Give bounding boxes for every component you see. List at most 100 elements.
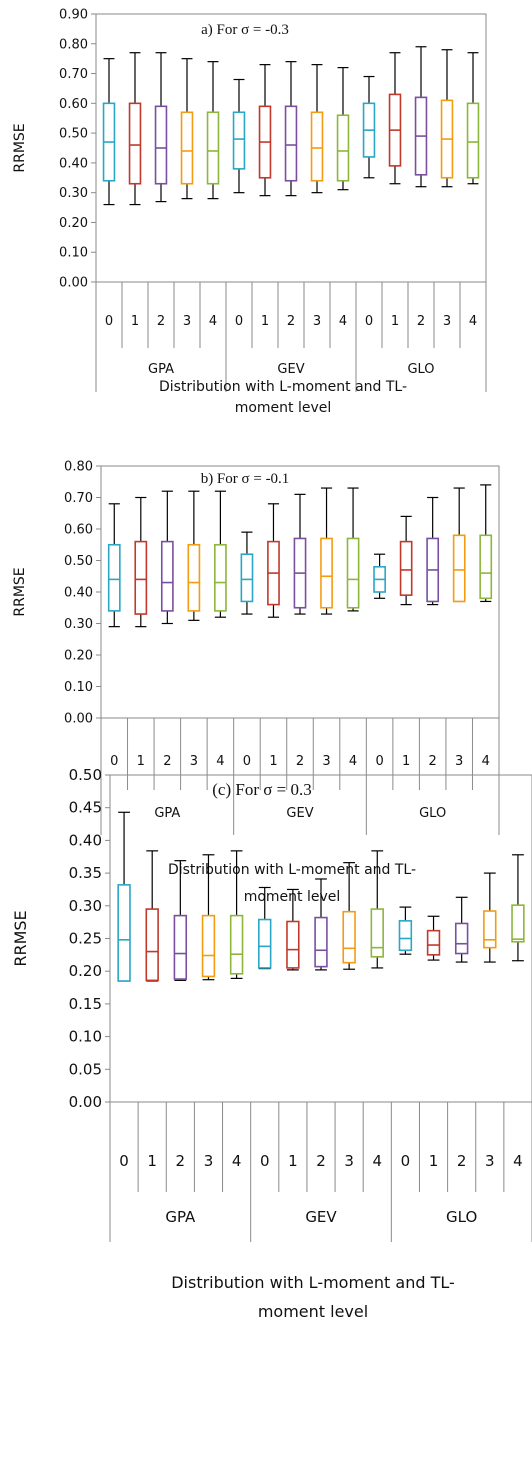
chart-title: a) For σ = -0.3 bbox=[201, 22, 289, 38]
y-axis-title: RRMSE bbox=[11, 910, 30, 966]
iqr-box bbox=[173, 914, 188, 980]
box-GLO-3 bbox=[483, 872, 497, 963]
box-GPA-0 bbox=[102, 58, 116, 206]
level-label: 4 bbox=[349, 754, 357, 769]
level-label: 3 bbox=[204, 1152, 214, 1170]
group-label: GPA bbox=[165, 1208, 196, 1226]
level-label: 3 bbox=[322, 754, 330, 769]
iqr-box bbox=[232, 111, 246, 170]
iqr-box bbox=[117, 884, 131, 982]
iqr-box bbox=[398, 920, 413, 952]
box-GEV-3 bbox=[310, 64, 324, 194]
box-GPA-3 bbox=[187, 490, 201, 621]
iqr-box bbox=[134, 540, 148, 615]
box-GPA-4 bbox=[229, 850, 244, 979]
y-tick-label: 0.30 bbox=[59, 186, 88, 201]
level-label: 2 bbox=[176, 1152, 186, 1170]
x-axis-title-line2: moment level bbox=[258, 1302, 368, 1321]
iqr-box bbox=[336, 114, 350, 182]
level-label: 1 bbox=[429, 1152, 439, 1170]
iqr-box bbox=[426, 929, 441, 956]
level-label: 2 bbox=[429, 754, 437, 769]
iqr-box bbox=[180, 111, 194, 185]
level-label: 3 bbox=[443, 314, 451, 329]
y-tick-label: 0.40 bbox=[59, 156, 88, 171]
box-GEV-1 bbox=[258, 64, 272, 197]
box-GLO-3 bbox=[440, 49, 454, 188]
y-tick-label: 0.10 bbox=[59, 246, 88, 261]
box-GPA-4 bbox=[206, 61, 220, 200]
box-GLO-0 bbox=[398, 906, 413, 955]
y-tick-label: 0.25 bbox=[69, 930, 102, 948]
y-axis-title: RRMSE bbox=[12, 123, 28, 172]
y-tick-label: 0.10 bbox=[64, 680, 93, 695]
box-GPA-1 bbox=[128, 52, 142, 206]
group-label: GEV bbox=[305, 1208, 337, 1226]
box-GPA-2 bbox=[173, 860, 188, 981]
level-label: 0 bbox=[110, 754, 118, 769]
group-label: GEV bbox=[277, 362, 304, 377]
iqr-box bbox=[346, 537, 360, 609]
y-tick-label: 0.40 bbox=[64, 586, 93, 601]
level-label: 4 bbox=[209, 314, 217, 329]
group-label: GEV bbox=[286, 806, 313, 821]
iqr-box bbox=[466, 102, 480, 179]
box-GEV-0 bbox=[240, 531, 254, 615]
y-tick-label: 0.60 bbox=[64, 523, 93, 538]
box-GEV-3 bbox=[342, 862, 356, 970]
plot-frame bbox=[95, 13, 487, 283]
iqr-box bbox=[399, 540, 413, 596]
box-GEV-4 bbox=[336, 66, 350, 191]
iqr-box bbox=[145, 908, 159, 982]
box-GEV-0 bbox=[232, 78, 246, 194]
y-tick-label: 0.80 bbox=[64, 460, 93, 475]
box-GPA-4 bbox=[214, 490, 227, 618]
box-GEV-2 bbox=[293, 493, 307, 615]
level-label: 2 bbox=[296, 754, 304, 769]
box-GPA-0 bbox=[107, 503, 121, 628]
box-GLO-2 bbox=[414, 46, 428, 188]
x-axis-title-line1: Distribution with L-moment and TL- bbox=[168, 862, 416, 878]
iqr-box bbox=[454, 922, 469, 955]
box-GLO-2 bbox=[454, 896, 469, 963]
level-label: 1 bbox=[147, 1152, 157, 1170]
y-tick-label: 0.20 bbox=[64, 649, 93, 664]
y-tick-label: 0.70 bbox=[59, 67, 88, 82]
box-GEV-1 bbox=[286, 888, 300, 971]
level-label: 2 bbox=[316, 1152, 326, 1170]
box-GLO-0 bbox=[373, 553, 386, 599]
level-label: 1 bbox=[402, 754, 410, 769]
iqr-box bbox=[511, 904, 525, 943]
y-tick-label: 0.40 bbox=[69, 831, 102, 849]
level-label: 4 bbox=[469, 314, 477, 329]
level-label: 3 bbox=[455, 754, 463, 769]
level-label: 0 bbox=[105, 314, 113, 329]
iqr-box bbox=[479, 534, 493, 600]
level-label: 0 bbox=[375, 754, 383, 769]
iqr-box bbox=[310, 111, 324, 182]
level-label: 4 bbox=[216, 754, 224, 769]
iqr-box bbox=[314, 916, 328, 968]
box-GPA-3 bbox=[201, 854, 216, 981]
level-label: 3 bbox=[313, 314, 321, 329]
iqr-box bbox=[240, 553, 254, 603]
group-label: GPA bbox=[154, 806, 180, 821]
group-label: GLO bbox=[407, 362, 434, 377]
level-label: 4 bbox=[513, 1152, 523, 1170]
y-tick-label: 0.05 bbox=[69, 1060, 102, 1078]
y-tick-label: 0.20 bbox=[69, 962, 102, 980]
iqr-box bbox=[286, 920, 300, 969]
iqr-box bbox=[342, 910, 356, 964]
level-label: 2 bbox=[157, 314, 165, 329]
level-label: 1 bbox=[137, 754, 145, 769]
y-tick-label: 0.45 bbox=[69, 799, 102, 817]
level-label: 3 bbox=[190, 754, 198, 769]
iqr-box bbox=[258, 918, 272, 969]
y-tick-label: 0.50 bbox=[64, 554, 93, 569]
box-GLO-3 bbox=[452, 487, 466, 603]
iqr-box bbox=[370, 908, 384, 958]
boxplot-panel-2: 0.00 0.10 0.20 0.30 0.40 0.50 0.60 0.70 0.80 RRMS… bbox=[12, 460, 500, 905]
box-GLO-4 bbox=[511, 854, 525, 962]
level-label: 0 bbox=[243, 754, 251, 769]
